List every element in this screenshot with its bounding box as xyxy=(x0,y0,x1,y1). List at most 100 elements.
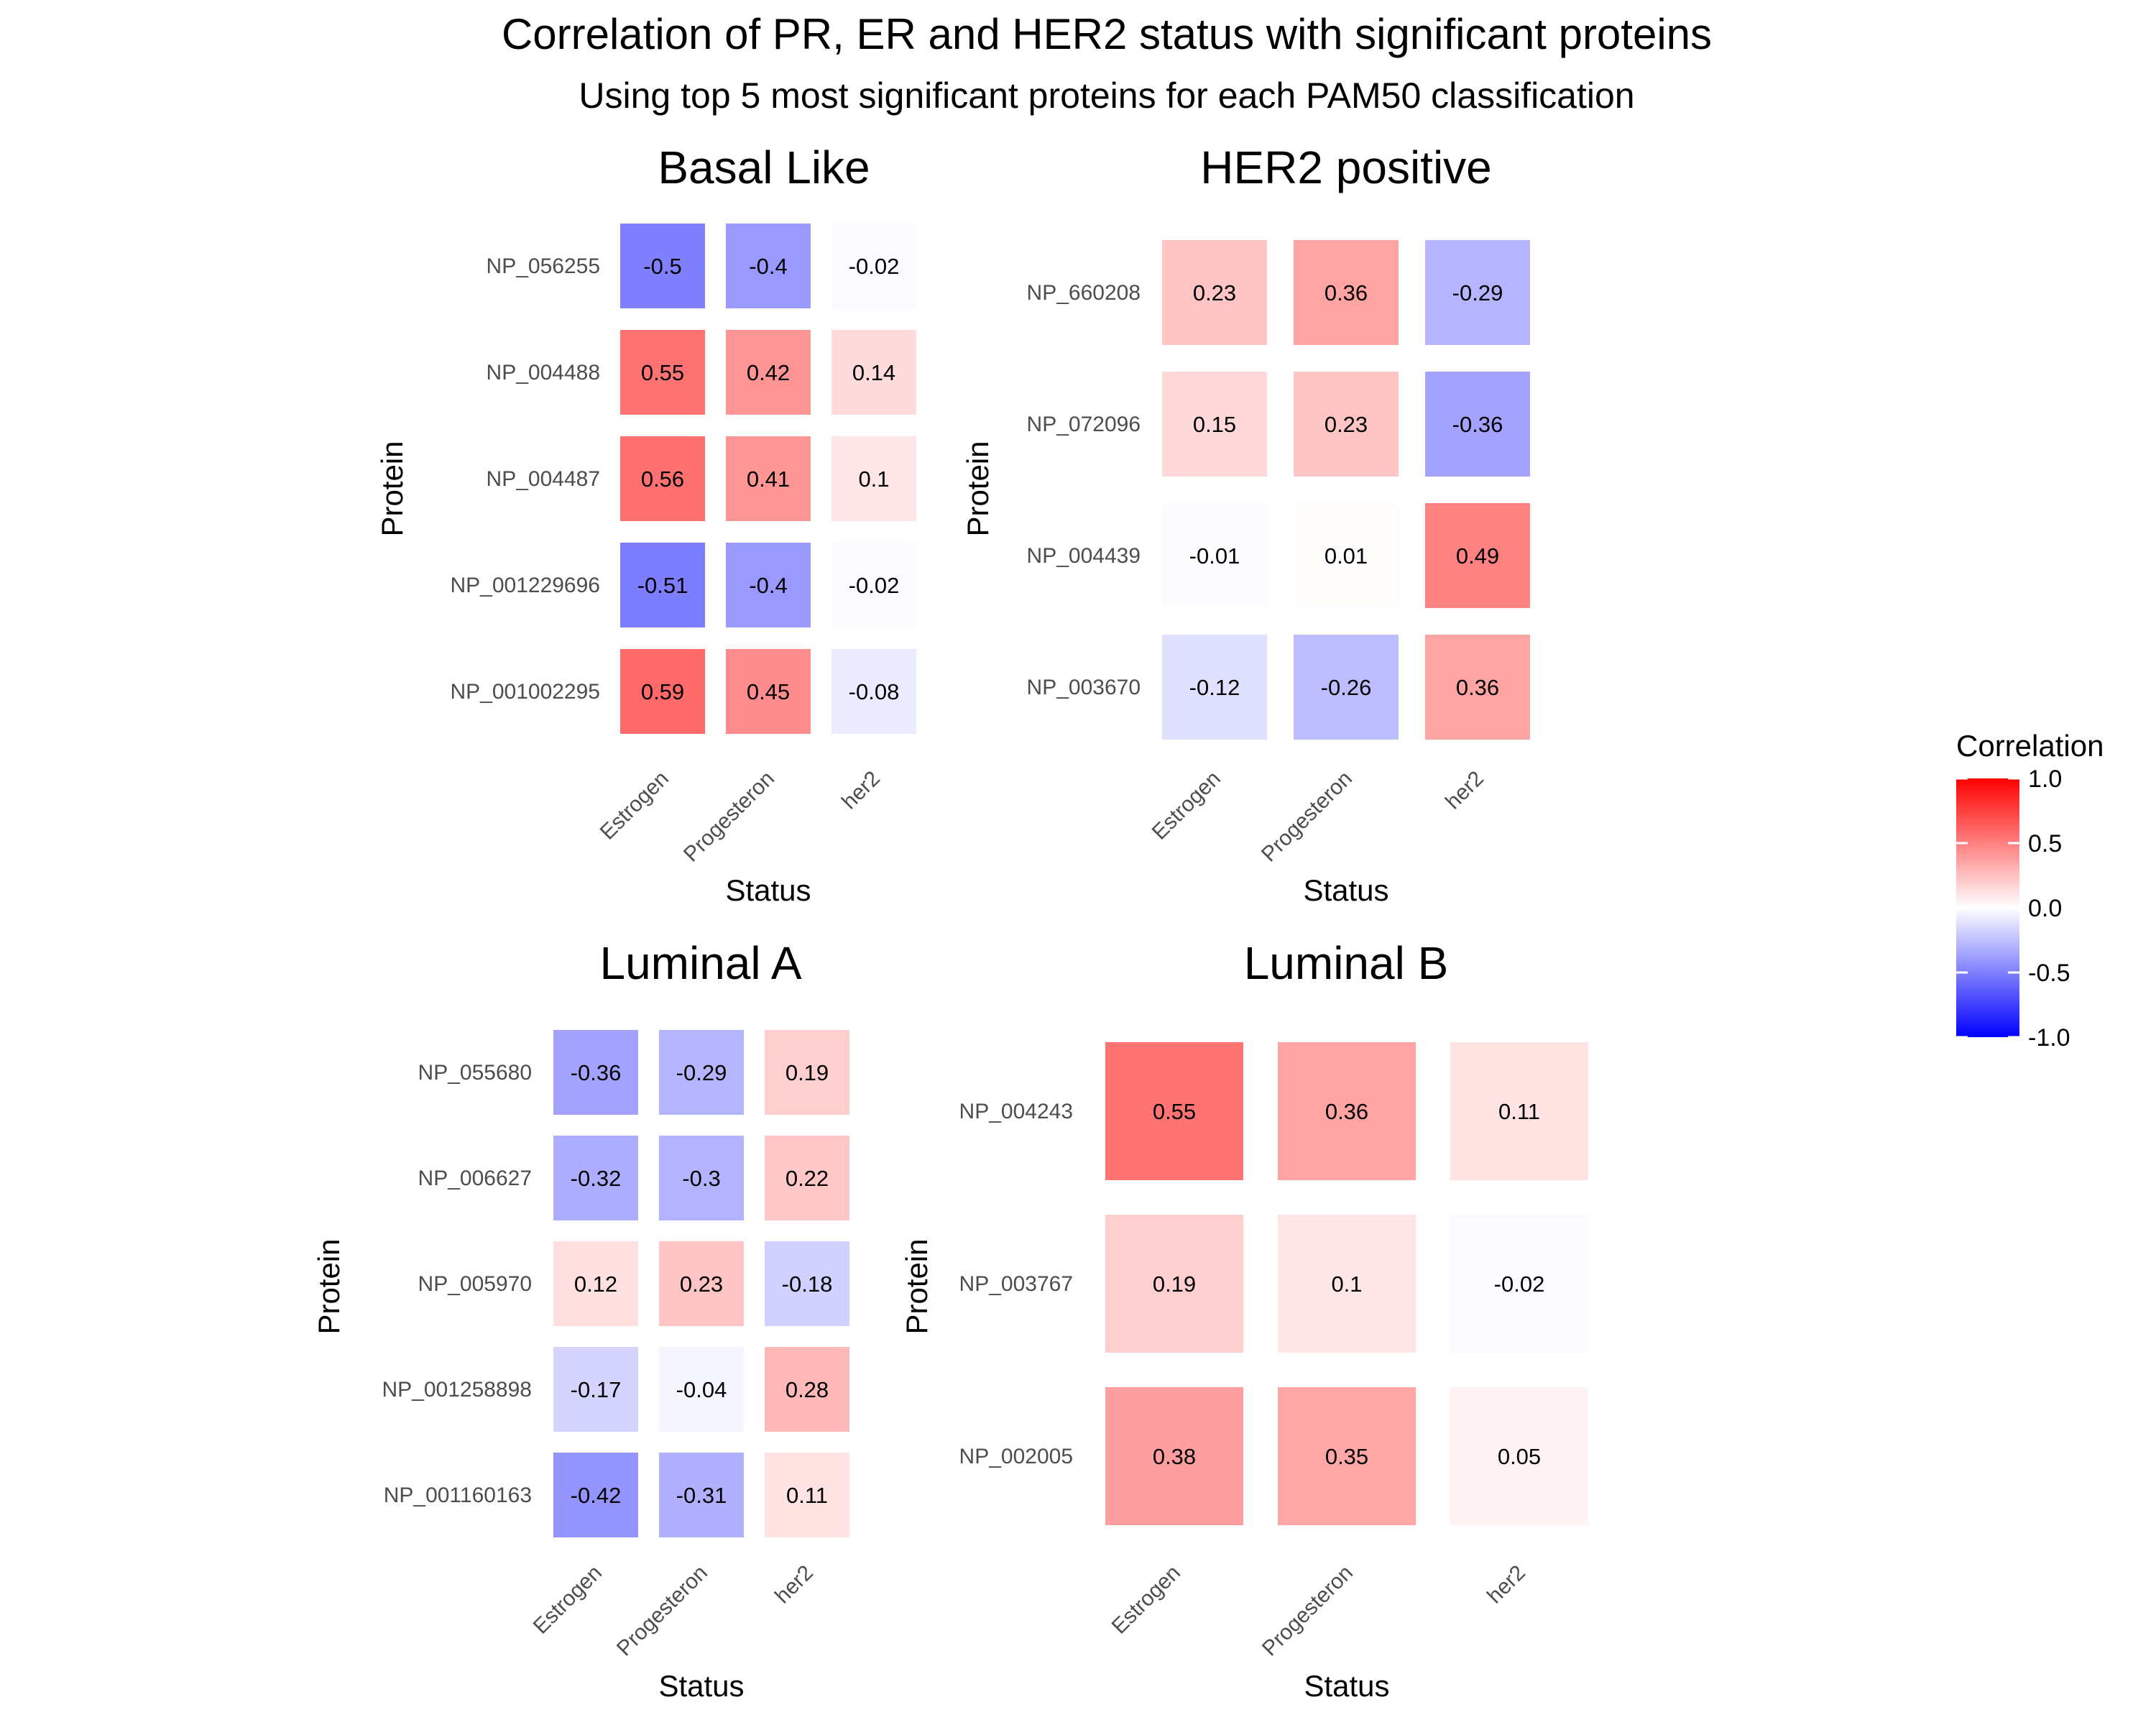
heatmap-cell xyxy=(1278,1215,1416,1353)
cell-value-label: -0.42 xyxy=(571,1483,622,1508)
heatmap-cell xyxy=(726,436,811,521)
legend-tick-label: -1.0 xyxy=(2028,1024,2070,1052)
heatmap-panel: Basal Like -0.5 -0.4 -0.02 NP_056255 0.55 0.42… xyxy=(375,142,916,907)
heatmap-cell xyxy=(659,1136,744,1220)
heatmap-cell xyxy=(659,1453,744,1537)
legend-tick-label: 1.0 xyxy=(2028,765,2062,793)
cell-value-label: 0.15 xyxy=(1193,412,1236,437)
heatmap-cell xyxy=(1450,1215,1588,1353)
cell-value-label: -0.02 xyxy=(849,573,900,598)
cell-value-label: 0.23 xyxy=(1325,412,1368,437)
x-axis-label: Status xyxy=(725,873,811,907)
x-tick-label: Estrogen xyxy=(1107,1561,1185,1639)
heatmap-cell xyxy=(1294,372,1399,477)
cell-value-label: -0.04 xyxy=(676,1377,727,1402)
heatmap-cell xyxy=(726,649,811,734)
cell-value-label: 0.19 xyxy=(1153,1271,1196,1297)
cell-value-label: 0.56 xyxy=(641,466,684,492)
heatmap-cell xyxy=(1294,240,1399,345)
y-tick-label: NP_004439 xyxy=(1027,544,1141,568)
heatmap-cell xyxy=(620,543,705,627)
x-tick-label: Progesteron xyxy=(679,767,779,867)
cell-value-label: 0.49 xyxy=(1456,543,1499,569)
cell-value-label: 0.28 xyxy=(786,1377,829,1402)
cell-value-label: -0.17 xyxy=(571,1377,622,1402)
cell-value-label: 0.42 xyxy=(747,360,790,385)
heatmap-cell xyxy=(1162,240,1267,345)
heatmap-cell xyxy=(1278,1042,1416,1180)
cell-value-label: -0.18 xyxy=(782,1271,833,1297)
y-tick-label: NP_004487 xyxy=(487,467,600,491)
cell-value-label: -0.4 xyxy=(749,254,787,279)
cell-value-label: -0.12 xyxy=(1189,675,1240,700)
heatmap-cell xyxy=(1105,1387,1243,1525)
heatmap-panel: HER2 positive 0.23 0.36 -0.29 NP_660208 0.15 0… xyxy=(961,142,1530,907)
cell-value-label: 0.41 xyxy=(747,466,790,492)
legend-tick-label: 0.0 xyxy=(2028,895,2062,922)
cell-value-label: 0.38 xyxy=(1153,1444,1196,1469)
heatmap-cell xyxy=(726,543,811,627)
x-tick-label: her2 xyxy=(837,767,885,814)
y-tick-label: NP_002005 xyxy=(959,1445,1073,1468)
cell-value-label: -0.5 xyxy=(643,254,681,279)
heatmap-cell xyxy=(553,1241,638,1326)
heatmap-cell xyxy=(553,1453,638,1537)
cell-value-label: 0.11 xyxy=(1498,1099,1540,1124)
heatmap-cell xyxy=(659,1241,744,1326)
heatmap-cell xyxy=(831,543,916,627)
cell-value-label: 0.45 xyxy=(747,679,790,704)
cell-value-label: -0.29 xyxy=(1452,280,1503,305)
heatmap-cell xyxy=(1162,503,1267,608)
heatmap-cell xyxy=(726,330,811,415)
heatmap-cell xyxy=(1294,503,1399,608)
cell-value-label: 0.05 xyxy=(1498,1444,1541,1469)
cell-value-label: 0.36 xyxy=(1325,280,1368,305)
heatmap-cell xyxy=(1425,635,1530,740)
heatmap-cell xyxy=(765,1241,849,1326)
x-tick-label: her2 xyxy=(770,1561,818,1609)
heatmap-cell xyxy=(620,224,705,308)
y-tick-label: NP_660208 xyxy=(1027,281,1141,305)
cell-value-label: 0.1 xyxy=(858,466,889,492)
heatmap-panel: Luminal B 0.55 0.36 0.11 NP_004243 0.19 0.1 -0.… xyxy=(900,937,1588,1703)
y-axis-label: Protein xyxy=(900,1238,934,1334)
heatmap-cell xyxy=(1425,503,1530,608)
heatmap-cell xyxy=(1450,1042,1588,1180)
heatmap-cell xyxy=(620,436,705,521)
cell-value-label: -0.32 xyxy=(571,1166,622,1191)
legend-title: Correlation xyxy=(1956,729,2104,763)
y-axis-label: Protein xyxy=(312,1238,346,1334)
x-axis-label: Status xyxy=(658,1669,744,1703)
cell-value-label: 0.23 xyxy=(680,1271,723,1297)
chart-title: Correlation of PR, ER and HER2 status wi… xyxy=(502,10,1712,58)
panel-title: HER2 positive xyxy=(1200,142,1492,193)
y-axis-label: Protein xyxy=(961,441,995,536)
heatmap-cell xyxy=(1425,240,1530,345)
legend-tick-label: 0.5 xyxy=(2028,830,2062,857)
cell-value-label: -0.02 xyxy=(1494,1271,1545,1297)
heatmap-cell xyxy=(831,330,916,415)
x-tick-label: Progesteron xyxy=(1258,1561,1358,1661)
cell-value-label: 0.36 xyxy=(1456,675,1499,700)
cell-value-label: 0.23 xyxy=(1193,280,1236,305)
cell-value-label: 0.19 xyxy=(786,1060,829,1085)
heatmap-cell xyxy=(553,1030,638,1115)
cell-value-label: -0.3 xyxy=(682,1166,720,1191)
cell-value-label: -0.29 xyxy=(676,1060,727,1085)
cell-value-label: 0.22 xyxy=(786,1166,829,1191)
y-tick-label: NP_056255 xyxy=(487,254,600,278)
cell-value-label: 0.59 xyxy=(641,679,684,704)
heatmap-cell xyxy=(1294,635,1399,740)
y-tick-label: NP_055680 xyxy=(418,1061,532,1085)
cell-value-label: -0.36 xyxy=(1452,412,1503,437)
x-tick-label: Estrogen xyxy=(596,767,673,845)
y-tick-label: NP_005970 xyxy=(418,1272,532,1296)
panel-title: Luminal A xyxy=(599,937,801,989)
panel-title: Basal Like xyxy=(658,142,870,193)
heatmap-cell xyxy=(765,1347,849,1432)
cell-value-label: -0.08 xyxy=(849,679,900,704)
heatmap-cell xyxy=(765,1453,849,1537)
cell-value-label: 0.11 xyxy=(786,1483,828,1508)
x-tick-label: Progesteron xyxy=(612,1561,712,1661)
